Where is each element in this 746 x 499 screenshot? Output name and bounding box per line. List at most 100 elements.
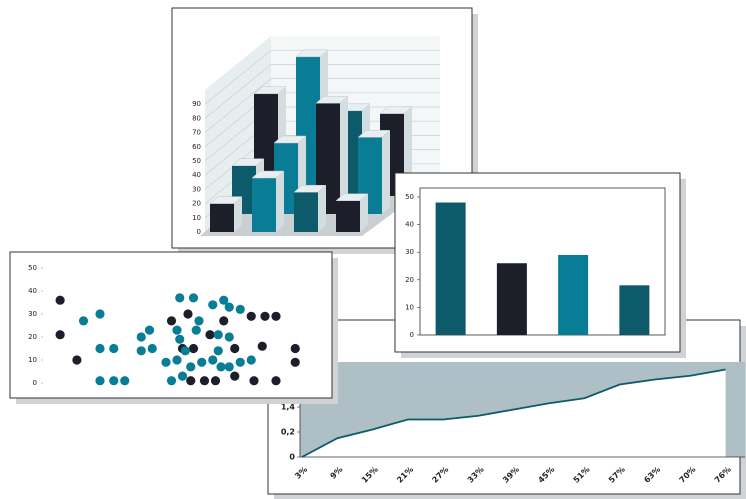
point: [147, 343, 157, 354]
line: [301, 368, 726, 458]
grid-line: [204, 64, 440, 119]
y-tick-label: 50: [405, 193, 414, 201]
y-tick-label: 0: [289, 453, 295, 462]
grid-line: [204, 78, 440, 133]
point: [166, 376, 177, 386]
point: [235, 304, 245, 314]
bar-side: [276, 171, 284, 232]
y-tick-label: 0: [33, 379, 37, 387]
point: [78, 316, 89, 326]
point: [136, 332, 146, 342]
point: [199, 376, 210, 386]
point: [208, 300, 218, 310]
bar-front: [210, 203, 234, 232]
bar-3d: [209, 196, 243, 232]
point: [120, 376, 130, 386]
y-tick-label: 70: [192, 129, 201, 137]
y-tick-label: 30: [405, 248, 414, 256]
point: [109, 376, 119, 386]
point: [194, 316, 204, 326]
point: [224, 362, 234, 372]
point: [180, 346, 190, 356]
point: [186, 362, 196, 372]
bar-3d: [293, 184, 327, 232]
point: [208, 355, 218, 365]
y-tick-label: 30: [28, 310, 37, 318]
point: [55, 330, 65, 340]
bar: [619, 285, 650, 335]
point: [271, 311, 281, 321]
bar-front: [336, 200, 360, 232]
point: [172, 325, 182, 335]
y-tick-label: 40: [192, 171, 201, 179]
point: [224, 332, 234, 342]
point: [136, 346, 146, 356]
point: [177, 371, 188, 381]
bar-3d: [251, 170, 285, 232]
point: [188, 343, 199, 354]
point: [246, 355, 256, 365]
point: [271, 376, 281, 386]
bar-front: [252, 178, 276, 232]
y-tick-label: 60: [192, 143, 201, 151]
point: [213, 330, 223, 340]
y-tick-label: 20: [192, 200, 201, 208]
point: [219, 295, 229, 305]
point: [95, 309, 105, 319]
y-tick-label: 10: [28, 356, 37, 364]
point: [183, 309, 193, 319]
bar-3d: [335, 193, 369, 232]
point: [235, 357, 245, 367]
y-tick-label: 10: [192, 214, 201, 222]
point: [197, 357, 207, 367]
point: [109, 343, 119, 354]
y-tick-label: 30: [192, 185, 201, 193]
bar-side: [340, 96, 348, 214]
point: [260, 311, 270, 321]
point: [257, 341, 267, 351]
grid-line: [204, 49, 440, 105]
bar-side: [360, 193, 368, 232]
area-below: [302, 369, 726, 457]
point: [205, 330, 215, 340]
point: [188, 293, 199, 303]
point: [230, 371, 240, 381]
point: [95, 376, 105, 386]
point: [246, 311, 256, 321]
y-tick-label: 10: [405, 303, 414, 311]
point: [144, 325, 155, 335]
bar: [558, 254, 589, 335]
y-tick-label: 20: [28, 333, 37, 341]
point: [224, 302, 234, 312]
y-tick-label: 20: [405, 276, 414, 284]
bar-side: [382, 130, 390, 214]
point: [213, 346, 223, 356]
y-tick-label: 0: [197, 228, 201, 236]
point: [95, 343, 105, 354]
point: [191, 325, 201, 335]
point: [249, 376, 259, 386]
point: [172, 355, 182, 365]
y-tick-label: 90: [192, 100, 201, 108]
bar: [435, 202, 466, 335]
point: [161, 357, 171, 367]
y-tick-label: 40: [405, 221, 414, 229]
plot-frame: [419, 187, 666, 336]
bar-front: [294, 192, 318, 232]
bar-side: [318, 185, 326, 232]
bar: [496, 263, 527, 335]
point: [55, 295, 65, 305]
y-tick-label: 40: [28, 287, 37, 295]
point: [290, 343, 300, 354]
point: [72, 355, 82, 365]
y-tick-label: 0,2: [281, 428, 295, 437]
bar-side: [234, 196, 242, 232]
point: [290, 357, 300, 367]
point: [210, 376, 221, 386]
bar-3d: [315, 95, 349, 214]
point: [175, 334, 185, 344]
point: [166, 316, 177, 326]
point: [175, 293, 185, 303]
y-tick-label: 80: [192, 114, 201, 122]
